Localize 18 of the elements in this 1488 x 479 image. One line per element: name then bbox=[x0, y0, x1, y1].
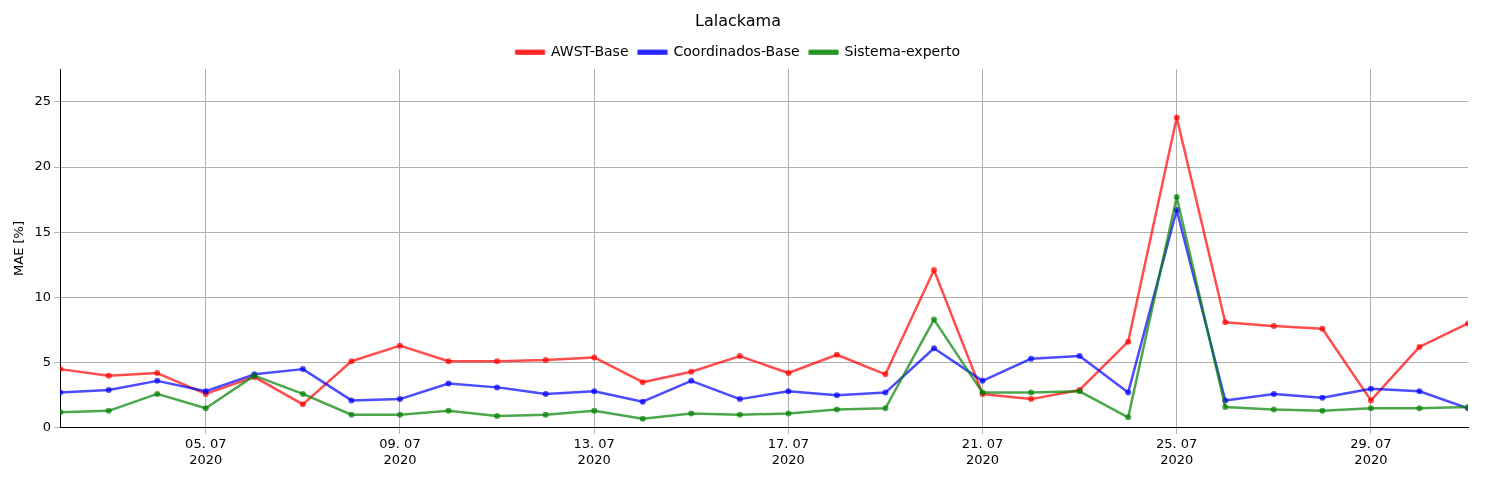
x-tick-label: 13. 07 2020 bbox=[573, 435, 615, 467]
legend-label: AWST-Base bbox=[551, 42, 629, 59]
x-tick-label: 05. 07 2020 bbox=[185, 435, 227, 467]
y-axis-title: MAE [%] bbox=[11, 221, 27, 276]
y-tick-label: 25 bbox=[34, 93, 52, 109]
legend-label: Sistema-experto bbox=[844, 42, 960, 59]
x-tick-label: 17. 07 2020 bbox=[767, 435, 810, 467]
x-tick-label: 21. 07 2020 bbox=[961, 435, 1004, 467]
y-tick-label: 15 bbox=[34, 223, 52, 239]
x-tick-label: 29. 07 2020 bbox=[1350, 435, 1392, 467]
y-tick-label: 20 bbox=[34, 158, 52, 174]
x-tick-label: 09. 07 2020 bbox=[379, 435, 421, 467]
y-tick-label: 0 bbox=[42, 419, 52, 435]
legend-label: Coordinados-Base bbox=[673, 42, 800, 59]
chart-title: Lalackama bbox=[695, 10, 781, 30]
y-tick-label: 10 bbox=[34, 288, 52, 304]
x-tick-label: 25. 07 2020 bbox=[1156, 435, 1198, 467]
y-tick-label: 5 bbox=[42, 353, 52, 369]
